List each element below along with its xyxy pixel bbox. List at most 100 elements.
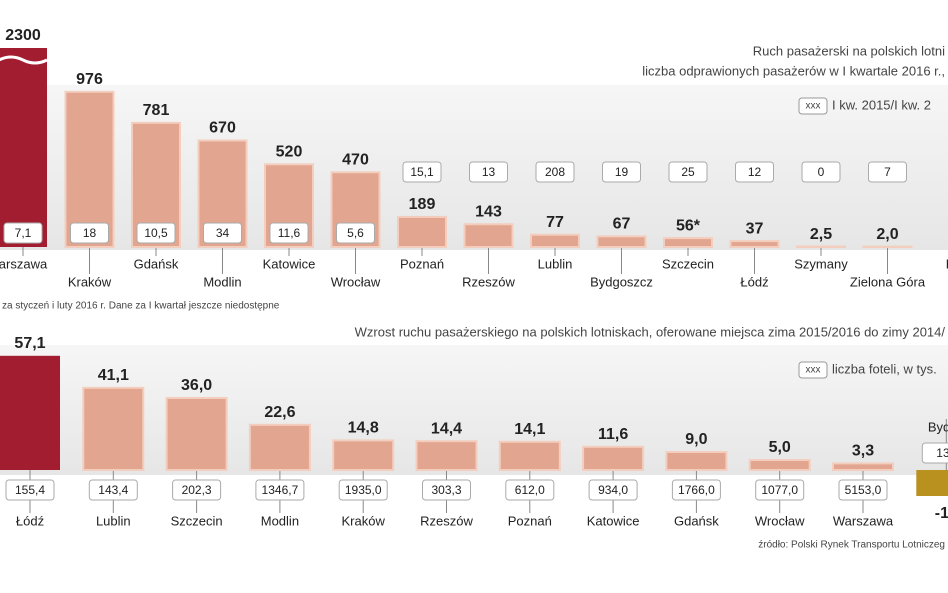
value-box [921, 442, 948, 464]
value-box [801, 161, 841, 183]
value-label: 470 [342, 151, 369, 168]
chart-subtitle: liczba odprawionych pasażerów w I kwarta… [642, 63, 945, 78]
x-tick-label: Łódź [16, 513, 44, 528]
x-tick-label: Katowice [263, 256, 316, 271]
value-label: 520 [276, 144, 303, 161]
box-label: 1935,0 [345, 483, 382, 497]
bar [832, 462, 894, 471]
value-box [336, 222, 375, 244]
bar [530, 233, 580, 249]
bar [582, 445, 645, 471]
value-box [203, 222, 242, 244]
box-label: 10,5 [144, 226, 168, 240]
chart-title: Ruch pasażerski na polskich lotni [753, 43, 945, 58]
value-label: 56* [676, 217, 701, 234]
x-tick-label: Lublin [538, 256, 573, 271]
box-label: 13 [482, 165, 496, 179]
value-label: -13 [935, 505, 948, 522]
box-label: 143,4 [98, 483, 128, 497]
value-box [70, 222, 109, 244]
x-tick-label: Kraków [342, 513, 386, 528]
x-tick-label: arszawa [0, 256, 48, 271]
bar [596, 235, 647, 248]
value-label: 67 [613, 216, 631, 233]
value-label: 14,8 [348, 420, 379, 437]
x-tick-label: Gdańsk [134, 256, 179, 271]
box-label: 155,4 [15, 483, 45, 497]
value-box [668, 161, 708, 183]
x-tick-label: Łódź [740, 274, 768, 289]
box-label: 612,0 [515, 483, 545, 497]
x-tick-label: Warszawa [833, 513, 894, 528]
value-box [868, 161, 907, 183]
bar [332, 439, 395, 471]
bar [0, 355, 60, 470]
x-tick-label: Wrocław [755, 513, 805, 528]
value-label: 781 [143, 102, 170, 119]
box-label: 25 [681, 165, 695, 179]
box-label: 19 [615, 165, 629, 179]
value-label: 11,6 [598, 426, 628, 443]
value-label: 670 [209, 120, 236, 137]
value-box [422, 479, 471, 501]
x-tick-label: Gdańsk [674, 513, 719, 528]
x-tick-label: Ra [946, 256, 948, 271]
value-label: 57,1 [14, 335, 45, 352]
box-label: 11,6 [278, 226, 301, 240]
legend-sample: xxx [806, 365, 821, 376]
legend-box [798, 361, 828, 379]
box-label: 1077,0 [761, 483, 798, 497]
value-box [3, 222, 43, 244]
x-tick-label: Wrocław [331, 274, 381, 289]
source: źródło: Polski Rynek Transportu Lotnicze… [758, 540, 945, 551]
value-box [88, 479, 138, 501]
bar [248, 423, 311, 471]
box-label: 1346,7 [262, 483, 299, 497]
value-box [588, 479, 638, 501]
value-box [338, 479, 388, 501]
box-label: 136 [936, 446, 948, 460]
bar [665, 451, 728, 471]
x-tick-label: Kraków [68, 274, 112, 289]
value-label: 37 [746, 220, 764, 237]
x-tick-label: Zielona Góra [850, 274, 926, 289]
bar [415, 440, 478, 472]
value-label: 14,4 [431, 420, 462, 437]
value-label: 36,0 [181, 377, 212, 394]
value-label: 14,1 [514, 421, 545, 438]
box-label: 202,3 [182, 483, 212, 497]
value-label: 77 [546, 214, 564, 231]
x-tick-label: Szczecin [662, 256, 714, 271]
value-label: 5,0 [769, 439, 791, 456]
bar [463, 223, 514, 248]
value-label: 2,5 [810, 226, 832, 243]
value-box [5, 479, 55, 501]
x-tick-label: Bydgo [928, 419, 948, 434]
value-label: 2,0 [876, 226, 898, 243]
box-label: 7,1 [15, 226, 32, 240]
legend-sample: xxx [806, 101, 821, 112]
box-label: 208 [545, 165, 565, 179]
value-label: 976 [76, 71, 103, 88]
value-label: 41,1 [98, 367, 129, 384]
value-label: 2300 [5, 27, 41, 44]
value-box [255, 479, 305, 501]
x-tick-label: Katowice [587, 513, 640, 528]
value-label: 189 [409, 196, 436, 213]
box-label: 12 [748, 165, 762, 179]
box-label: 18 [83, 226, 97, 240]
x-tick-label: Poznań [400, 256, 444, 271]
x-tick-label: Modlin [261, 513, 299, 528]
bar [663, 237, 713, 248]
x-tick-label: Lublin [96, 513, 131, 528]
value-box [838, 479, 888, 501]
bar [165, 397, 228, 471]
box-label: 303,3 [431, 483, 461, 497]
x-tick-label: Bydgoszcz [590, 274, 653, 289]
bar [397, 215, 447, 249]
bar [748, 459, 811, 471]
box-label: 7 [884, 165, 891, 179]
chart-title: Wzrost ruchu pasażerskiego na polskich l… [355, 324, 946, 339]
bar [729, 240, 780, 249]
